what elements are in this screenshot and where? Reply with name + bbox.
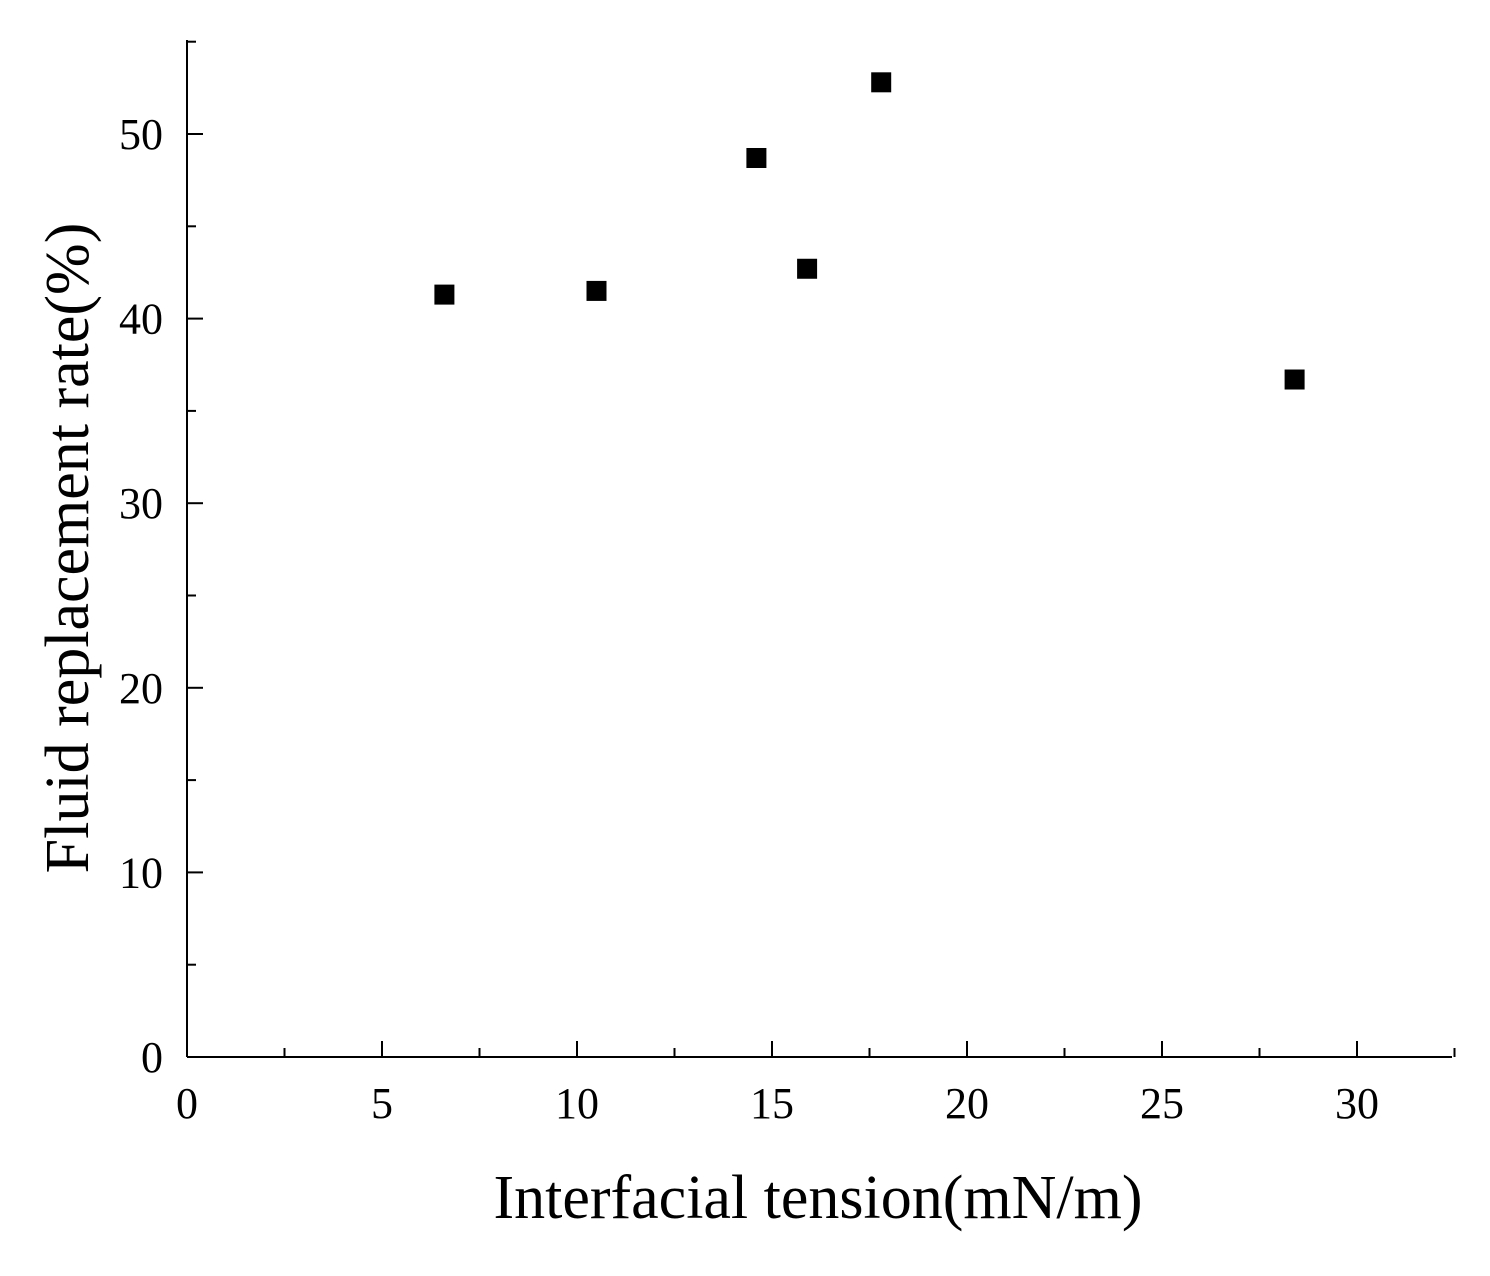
data-point	[797, 258, 818, 279]
x-tick-label: 25	[1140, 1079, 1184, 1128]
data-point	[434, 284, 455, 305]
x-axis-title: Interfacial tension(mN/m)	[493, 1164, 1142, 1232]
data-points	[434, 72, 1305, 390]
data-point	[746, 147, 767, 168]
y-tick-label: 20	[119, 664, 163, 713]
y-tick-label: 40	[119, 295, 163, 344]
ticks	[186, 40, 1456, 1058]
x-tick-label: 10	[555, 1079, 599, 1128]
data-point	[871, 72, 892, 93]
y-tick-label: 30	[119, 479, 163, 528]
y-tick-label: 10	[119, 848, 163, 897]
y-tick-label: 0	[141, 1033, 163, 1082]
data-point	[586, 280, 607, 301]
x-tick-label: 20	[945, 1079, 989, 1128]
tick-labels: 0 5 10 15 20 25 30 0 10 20 30 40 50	[119, 110, 1379, 1128]
x-tick-label: 15	[750, 1079, 794, 1128]
y-axis-title: Fluid replacement rate(%)	[34, 223, 102, 874]
data-point	[1284, 369, 1305, 390]
x-tick-label: 5	[371, 1079, 393, 1128]
y-tick-label: 50	[119, 110, 163, 159]
x-tick-label: 0	[176, 1079, 198, 1128]
axes	[186, 40, 1452, 1058]
x-tick-label: 30	[1335, 1079, 1379, 1128]
